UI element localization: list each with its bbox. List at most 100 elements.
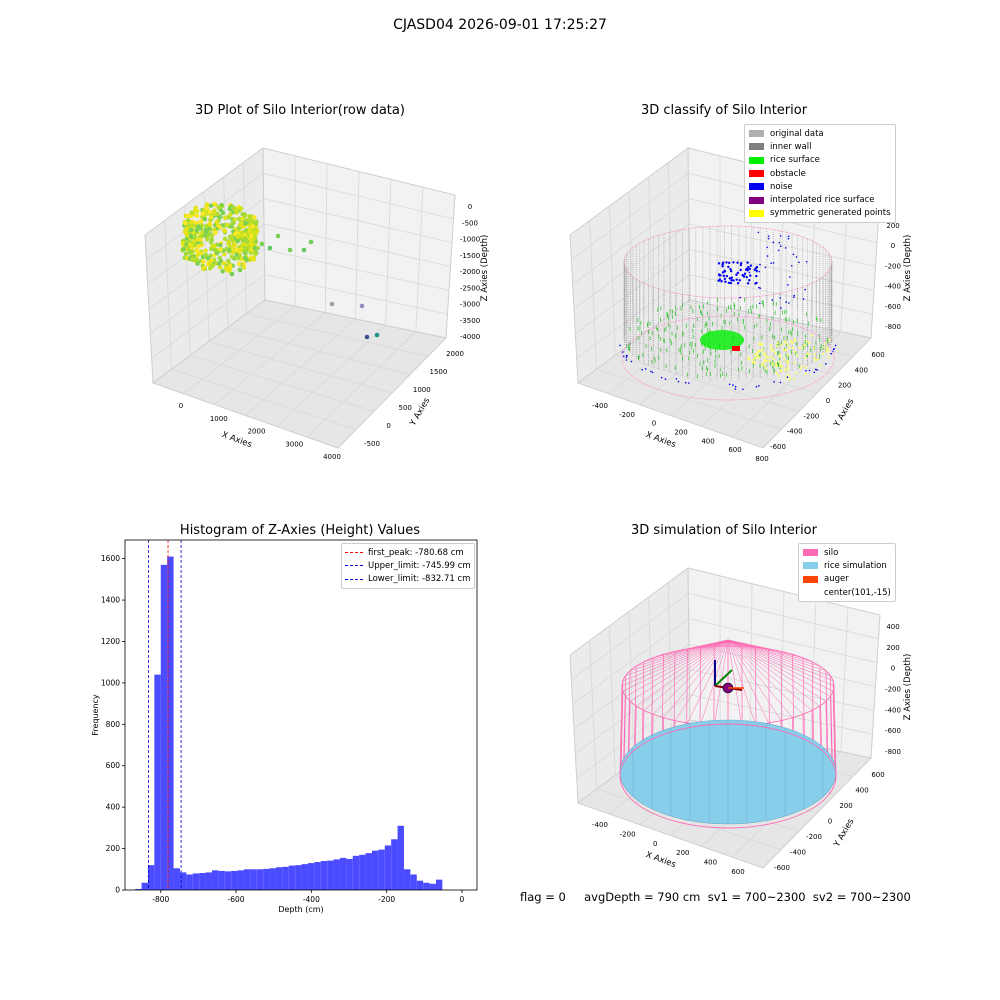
x-axis-tick: 4000 (323, 453, 341, 461)
silo-wall-line (832, 680, 836, 766)
data-point (210, 243, 215, 249)
z-axis-tick: -500 (462, 219, 478, 227)
noise-point (759, 263, 761, 266)
symmetric-point (807, 341, 810, 345)
noise-point (746, 261, 749, 264)
noise-point (748, 279, 751, 282)
silo-wall-line (768, 649, 770, 724)
z-axis-tick: -1500 (460, 252, 480, 260)
outlier-point (301, 247, 307, 253)
y-axis-label: Y Axies (832, 397, 857, 430)
symmetric-point (779, 363, 782, 366)
plot1-3d-scatter: 0 1000 2000 3000 4000 -500 0 500 1000 1500 2000 0 -5… (144, 147, 490, 461)
symmetric-point (776, 342, 779, 345)
symmetric-point (822, 352, 825, 356)
z-axis-tick: -1000 (460, 236, 480, 244)
silo-wall-line (641, 661, 645, 741)
noise-point (732, 384, 734, 386)
y-axis-tick: -600 (774, 864, 790, 872)
noise-point (772, 241, 775, 244)
grid-line (689, 694, 873, 735)
x-axis-label: Depth (cm) (278, 905, 323, 914)
legend-label: center(101,-15) (824, 587, 891, 598)
z-axis-tick: 400 (886, 623, 899, 631)
data-point (203, 227, 208, 232)
noise-point (777, 249, 780, 252)
symmetric-point (772, 350, 775, 353)
z-axis-tick: -400 (885, 706, 901, 714)
data-point (192, 242, 198, 248)
y-axis-tick: -400 (790, 849, 806, 857)
x-axis-tick: 400 (704, 859, 717, 867)
x-tick-label: -600 (228, 895, 245, 904)
silo-roof-line (687, 639, 729, 724)
silo-roof-line (727, 639, 804, 658)
data-point (217, 224, 222, 230)
data-point (246, 245, 251, 250)
data-point (181, 246, 186, 252)
symmetric-point (764, 358, 767, 361)
legend-entry: rice simulation (799, 559, 895, 572)
noise-point (779, 297, 782, 299)
data-point (247, 213, 253, 219)
z-axis-tick: -800 (885, 323, 901, 331)
x-axis-tick: 200 (676, 849, 689, 857)
noise-point (745, 275, 748, 279)
data-point (243, 228, 248, 233)
noise-point (757, 231, 760, 234)
y-tick-label: 1400 (101, 596, 120, 605)
data-point (226, 258, 231, 264)
silo-wall-line (792, 654, 795, 731)
legend-entry: auger (799, 573, 895, 586)
noise-point (747, 265, 750, 269)
silo-roof-line (714, 639, 729, 647)
noise-point (735, 278, 738, 281)
x-axis-tick: -400 (592, 402, 608, 410)
histogram-bar (147, 865, 155, 890)
noise-point (758, 385, 760, 387)
noise-point (727, 265, 730, 269)
symmetric-point (804, 372, 807, 375)
symmetric-point (780, 344, 783, 347)
data-point (189, 234, 194, 240)
noise-point (625, 354, 628, 357)
symmetric-point (761, 361, 764, 365)
silo-roof-line (727, 639, 834, 692)
z-axis-tick: -3500 (460, 317, 480, 325)
noise-point (734, 385, 737, 388)
histogram-bar (320, 861, 328, 890)
symmetric-point (761, 348, 765, 351)
symmetric-point (814, 359, 817, 362)
symmetric-point (816, 358, 819, 361)
y-axis-tick: 0 (826, 397, 830, 405)
noise-point (785, 301, 787, 303)
histogram-bar (186, 874, 193, 890)
noise-point (770, 262, 772, 264)
silo-roof-line (700, 639, 729, 648)
symmetric-point (786, 368, 789, 371)
noise-point (790, 265, 793, 267)
data-point (236, 226, 242, 231)
symmetric-point (765, 359, 768, 362)
noise-point (739, 263, 743, 267)
histogram-bar (199, 873, 206, 890)
data-point (250, 224, 255, 229)
histogram-bar (250, 869, 257, 890)
symmetric-point (783, 357, 786, 360)
plot2-title: 3D classify of Silo Interior (640, 103, 808, 118)
data-point (207, 210, 213, 215)
data-point (204, 237, 210, 242)
symmetric-point (786, 366, 789, 369)
z-axis-label: Z Axies (Depth) (480, 235, 490, 302)
y-tick-label: 0 (115, 886, 120, 895)
noise-point (789, 276, 791, 278)
data-point (201, 259, 206, 264)
silo-roof-line (727, 639, 743, 726)
noise-point (625, 356, 628, 359)
histogram-bar (435, 879, 443, 890)
z-axis-tick: -600 (885, 303, 901, 311)
histogram-bar (167, 556, 174, 890)
noise-point (732, 261, 735, 264)
data-point (190, 256, 195, 261)
histogram-bar (346, 858, 353, 890)
